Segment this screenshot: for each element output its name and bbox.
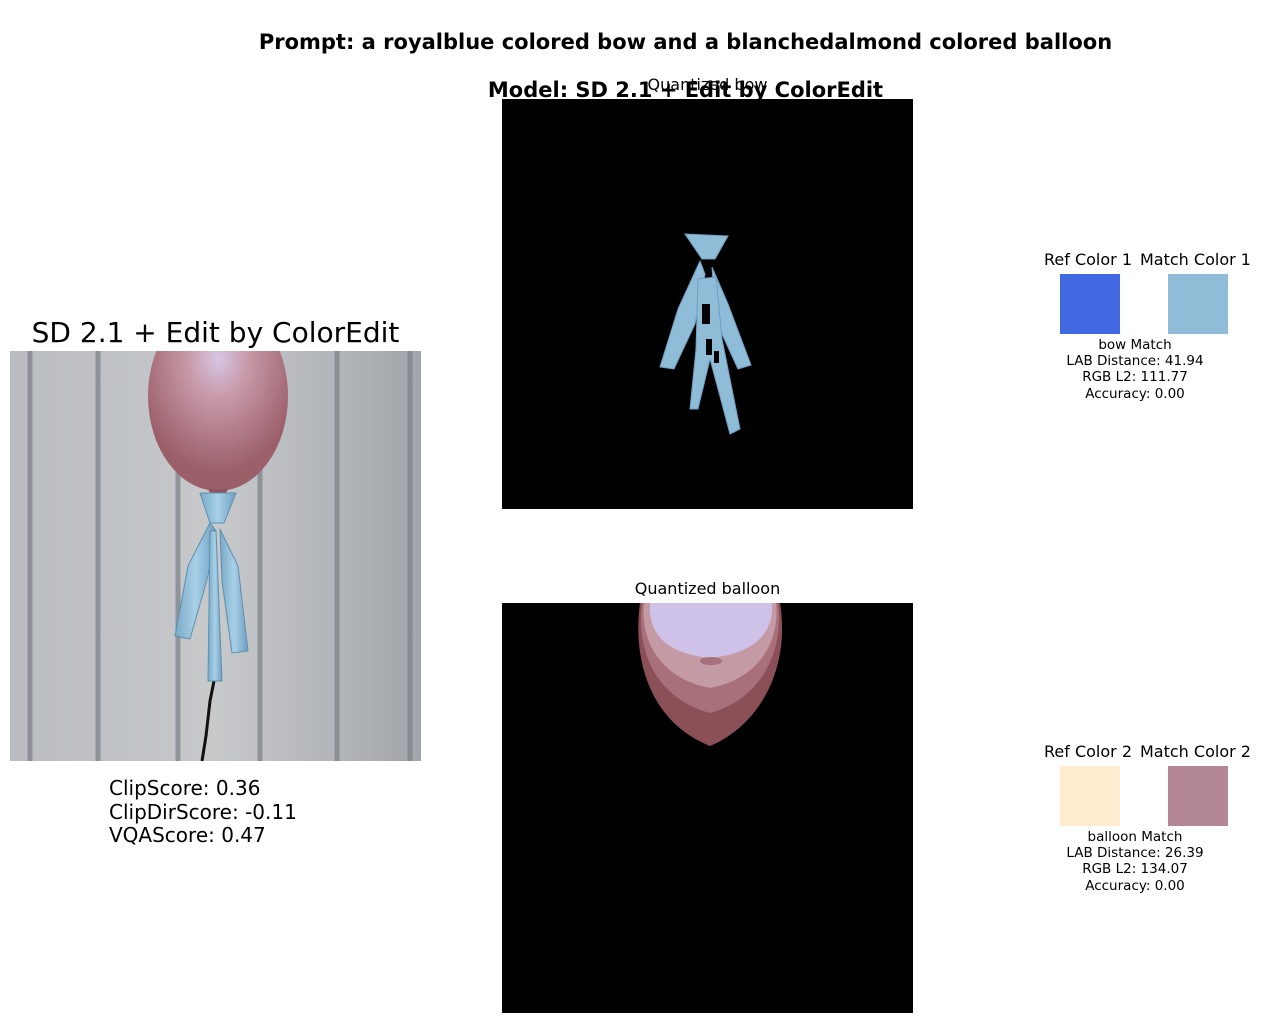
generated-image bbox=[10, 351, 421, 761]
balloon-rgb-l2: RGB L2: 134.07 bbox=[1082, 861, 1188, 878]
model-title: Model: SD 2.1 + Edit by ColorEdit bbox=[487, 78, 884, 102]
bow-lab-distance: LAB Distance: 41.94 bbox=[1066, 353, 1204, 370]
generated-image-title: SD 2.1 + Edit by ColorEdit bbox=[31, 316, 400, 349]
quantized-bow-panel bbox=[502, 99, 913, 509]
clipscore-text: ClipScore: 0.36 bbox=[109, 776, 261, 800]
quantized-balloon-panel bbox=[502, 603, 913, 1013]
match-color-1-label: Match Color 1 bbox=[1140, 250, 1251, 269]
ref-color-2-label: Ref Color 2 bbox=[1044, 742, 1132, 761]
prompt-title: Prompt: a royalblue colored bow and a bl… bbox=[258, 30, 1113, 54]
ref-color-2-swatch bbox=[1060, 766, 1120, 826]
vqascore-text: VQAScore: 0.47 bbox=[109, 823, 266, 847]
bow-accuracy: Accuracy: 0.00 bbox=[1085, 385, 1185, 402]
balloon-match-name: balloon Match bbox=[1087, 829, 1183, 845]
metrics-block: ClipScore: 0.36 ClipDirScore: -0.11 VQAS… bbox=[109, 776, 297, 848]
balloon-lab-distance: LAB Distance: 26.39 bbox=[1066, 845, 1204, 862]
balloon-match-caption: balloon Match LAB Distance: 26.39 RGB L2… bbox=[1035, 829, 1235, 894]
ref-color-1-swatch bbox=[1060, 274, 1120, 334]
balloon-accuracy: Accuracy: 0.00 bbox=[1085, 877, 1185, 894]
match-color-2-swatch bbox=[1168, 766, 1228, 826]
bow-match-name: bow Match bbox=[1098, 337, 1172, 353]
match-color-2-label: Match Color 2 bbox=[1140, 742, 1251, 761]
quantized-bow-title: Quantized bow bbox=[647, 75, 768, 94]
bow-rgb-l2: RGB L2: 111.77 bbox=[1082, 369, 1188, 386]
ref-color-1-label: Ref Color 1 bbox=[1044, 250, 1132, 269]
figure-title: Prompt: a royalblue colored bow and a bl… bbox=[53, 6, 1265, 126]
bow-match-caption: bow Match LAB Distance: 41.94 RGB L2: 11… bbox=[1035, 337, 1235, 402]
match-color-1-swatch bbox=[1168, 274, 1228, 334]
quantized-balloon-title: Quantized balloon bbox=[634, 579, 781, 598]
clipdirscore-text: ClipDirScore: -0.11 bbox=[109, 799, 297, 824]
